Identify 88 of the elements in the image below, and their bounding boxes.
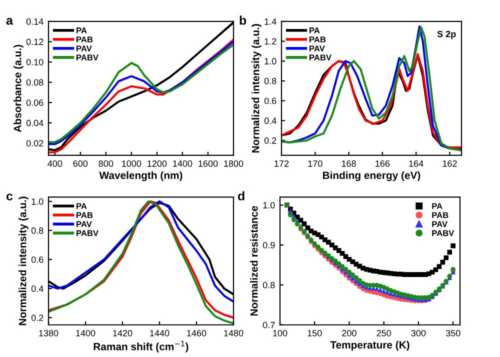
x-tick-label: 1440 [150,330,170,336]
y-tick-label: 0.06 [26,100,44,106]
y-tick-label: 0.8 [264,78,276,84]
point [346,270,352,275]
x-tick-label: 1380 [39,330,58,336]
point [444,255,449,260]
x-tick-label: 170 [308,160,322,167]
x-tick-label: 600 [73,160,88,167]
y-tick-label: 0.04 [26,120,44,126]
y-tick-label: 0.8 [31,227,44,234]
y-tick-label: 0.4 [264,118,276,124]
x-tick-label: 350 [446,330,460,336]
point [340,264,345,269]
legend-label: PABV [310,54,332,60]
x-tick-label: 1480 [224,330,244,336]
y-axis-title: Absorbance (a.u.) [14,44,24,132]
x-tick-label: 1460 [187,330,206,336]
y-axis-title: Normalized resistance [250,206,258,316]
x-tick-label: 1400 [76,330,96,336]
legend-label: PA [432,203,442,209]
legend-label: PAB [432,212,448,218]
x-tick-label: 1800 [224,160,244,167]
x-tick-label: 1400 [173,160,192,167]
x-tick-label: 400 [48,160,62,167]
y-tick-label: 0.02 [26,140,44,146]
legend-label: PAB [310,36,326,42]
x-tick-label: 172 [274,160,289,167]
x-tick-label: 150 [308,330,322,336]
y-tick-label: 0.08 [26,79,44,86]
x-tick-label: 200 [342,330,356,336]
x-tick-label: 1420 [113,330,132,336]
y-tick-label: 1.4 [264,18,276,25]
y-tick-label: 1.2 [264,38,276,45]
y-tick-label: 0.6 [31,256,44,263]
legend-label: PAV [76,46,92,52]
x-axis-title: Wavelength (nm) [99,171,182,182]
legend-label: PAV [310,46,325,52]
legend-label: PABV [76,230,98,236]
x-tick-label: 300 [411,330,426,336]
chart-title: b [240,16,246,25]
y-tick-label: 0.10 [26,58,44,66]
chart-title: a [6,18,14,25]
y-tick-label: 1.0 [264,58,276,64]
x-tick-label: 166 [376,160,390,167]
y-tick-label: 0.2 [31,314,44,321]
x-tick-label: 1200 [148,160,167,167]
x-tick-label: 250 [376,330,392,336]
y-tick-label: 0.4 [31,286,44,292]
legend-label: PA [76,28,87,34]
x-tick-label: 164 [409,160,424,167]
x-tick-label: 800 [98,160,114,167]
x-axis-title: Temperature (K) [330,340,410,351]
legend-label: PABV [76,54,98,60]
annotation: S 2p [437,30,456,40]
y-tick-label: 0.12 [26,38,44,46]
y-tick-label: 0.6 [264,98,276,104]
y-tick-label: 0.9 [262,242,275,248]
x-tick-label: 168 [342,160,356,167]
x-tick-label: 1000 [122,160,142,167]
point [447,250,452,255]
point [357,278,362,283]
point [354,275,359,280]
y-tick-label: 1.0 [32,198,44,205]
y-tick-label: 1.0 [263,202,275,208]
x-axis-title: Raman shift (cm$^{−1}$) [94,340,188,352]
legend-label: PA [310,28,320,34]
x-tick-label: 1600 [198,160,218,167]
y-axis-title: Normalized intensity (a.u.) [252,24,262,152]
y-tick-label: 0.2 [264,137,276,144]
point [350,272,356,278]
x-tick-label: 100 [273,330,288,336]
legend-label: PAV [432,221,448,227]
x-tick-label: 162 [442,160,457,167]
y-axis-title: Normalized intensity (a.u.) [18,196,28,326]
legend-label: PAV [76,221,92,227]
point [450,243,456,248]
point [436,264,442,269]
legend-label: PAB [76,36,93,42]
x-axis-title: Binding energy (eV) [323,171,420,182]
chart-title: c [6,194,13,200]
legend-label: PABV [432,230,454,236]
point [343,266,348,272]
y-tick-label: 0.8 [262,282,275,288]
legend-label: PAB [76,212,93,218]
y-tick-label: 0.14 [26,18,44,25]
legend-label: PA [76,203,87,209]
chart-title: d [238,191,244,200]
y-tick-label: 0.7 [262,322,275,328]
